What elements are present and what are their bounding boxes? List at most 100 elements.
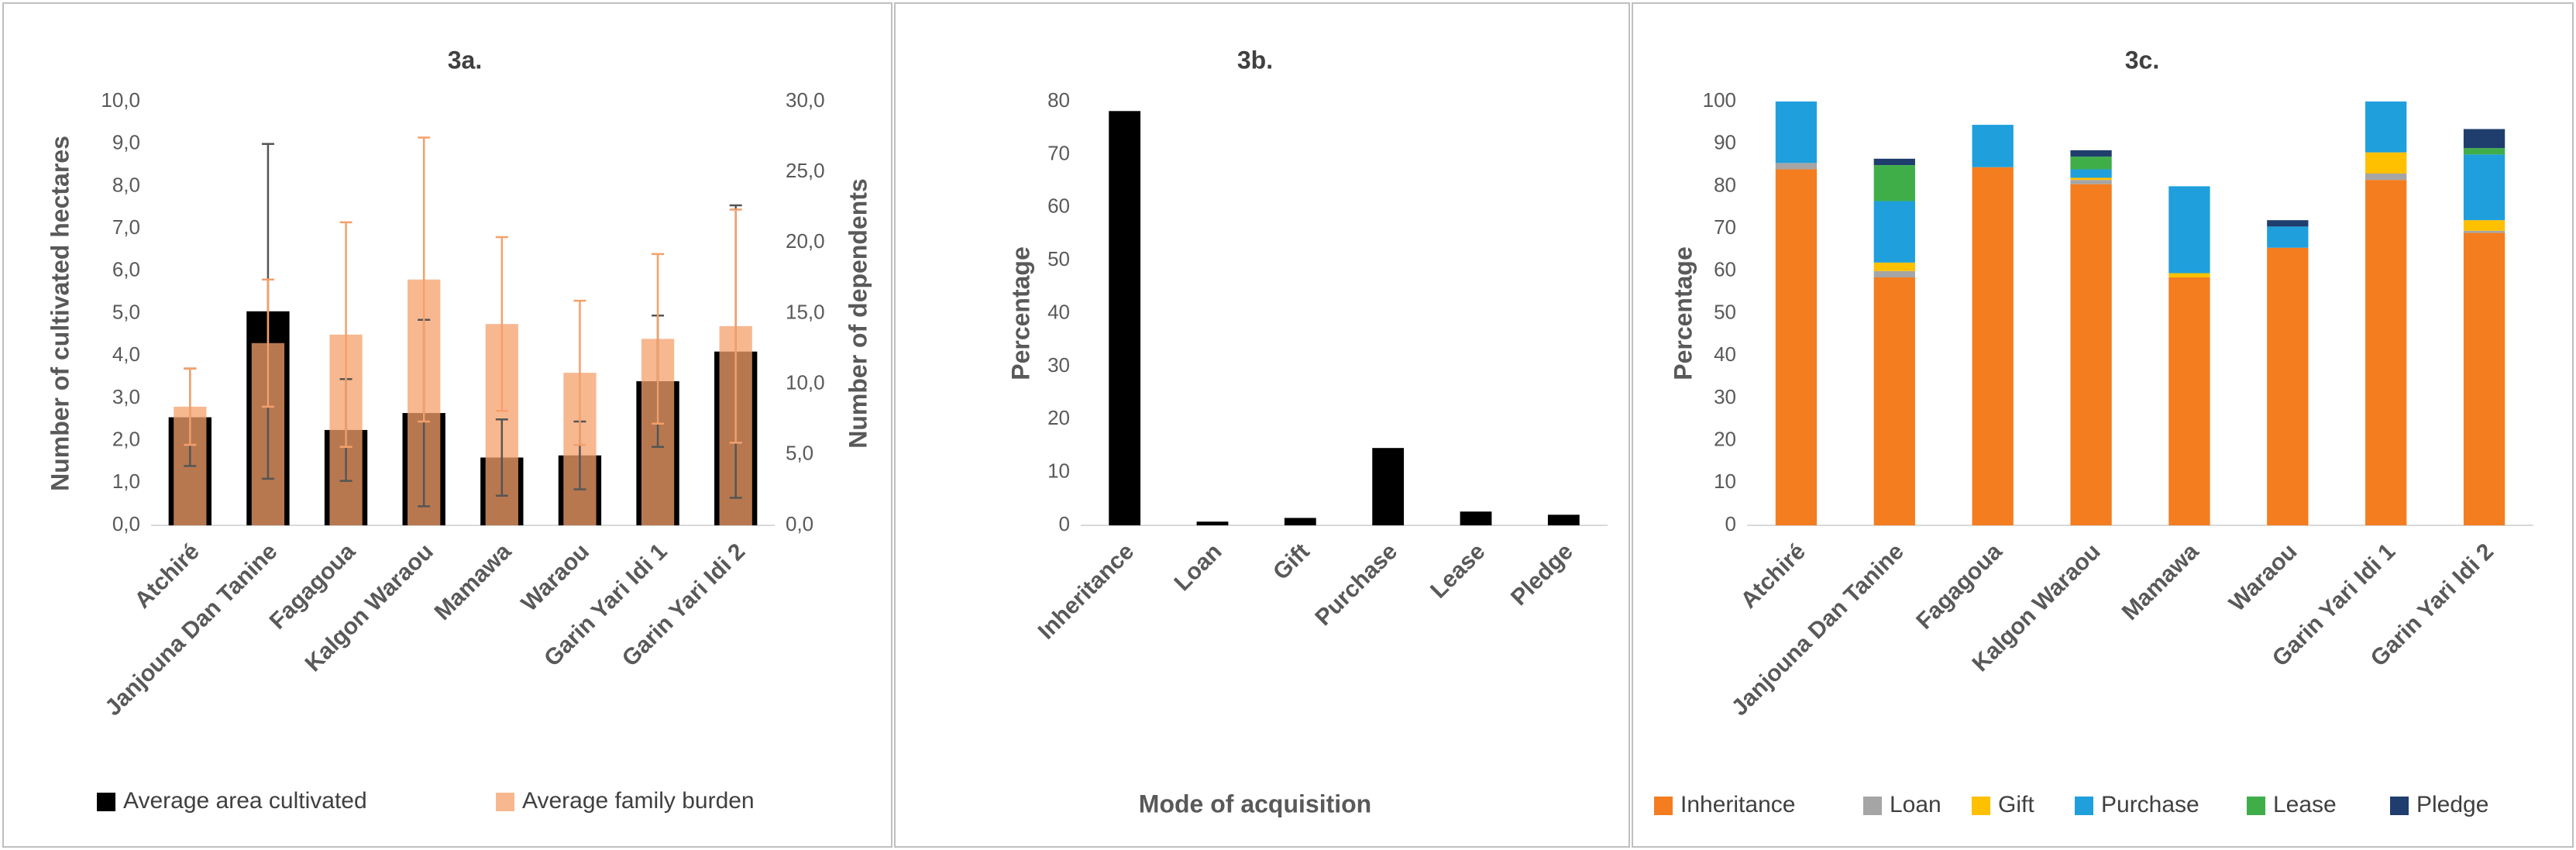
legend-swatch [2075, 797, 2093, 815]
y-tick-label: 60 [1047, 194, 1070, 218]
y-tick-label: 9,0 [112, 131, 140, 154]
bar [1547, 514, 1580, 525]
error-bar [652, 253, 665, 425]
x-tick-label: Fagagoua [1911, 539, 2007, 635]
bar-segment [2463, 129, 2505, 149]
bar-segment [1972, 125, 2014, 167]
y-tick-label: 0 [1725, 512, 1736, 535]
y-tick-label: 30 [1047, 353, 1070, 377]
y-tick-label: 0 [1059, 512, 1070, 535]
bar-segment [2168, 186, 2210, 274]
y-tick-label: 2,0 [112, 427, 140, 450]
bar-segment [1873, 277, 1915, 525]
y-tick-label: 0,0 [112, 512, 140, 535]
y2-tick-label: 0,0 [786, 512, 813, 535]
bar-segment [1873, 201, 1915, 263]
y-axis-title: Number of cultivated hectares [46, 136, 74, 491]
y2-tick-label: 5,0 [786, 442, 813, 465]
bar [1372, 448, 1405, 525]
bar-segment [1775, 169, 1818, 525]
bar-segment [2267, 247, 2309, 525]
error-bar [573, 299, 586, 446]
legend-label: Average family burden [522, 788, 755, 814]
x-tick-label: Janjouna Dan Tanine [1727, 539, 1909, 721]
y-tick-label: 1,0 [112, 470, 140, 493]
bar-segment [1873, 262, 1915, 271]
bar-segment [2070, 184, 2112, 526]
error-bar [339, 221, 353, 449]
y-tick-label: 50 [1047, 247, 1070, 270]
bar [1284, 518, 1316, 525]
x-tick-label: Lease [1426, 539, 1490, 603]
y-tick-label: 100 [1703, 88, 1736, 112]
y-tick-label: 10 [1047, 459, 1070, 483]
panel-frame [2, 2, 892, 848]
bar-segment [2070, 150, 2112, 157]
y-tick-label: 5,0 [112, 300, 140, 323]
legend-label: Gift [1998, 792, 2034, 817]
y2-tick-label: 25,0 [786, 159, 825, 182]
legend-label: Lease [2273, 792, 2337, 817]
legend-swatch [2390, 797, 2409, 815]
bar-segment [1775, 102, 1818, 163]
y-tick-label: 6,0 [112, 258, 140, 281]
y-tick-label: 10 [1714, 470, 1736, 493]
legend-swatch [2247, 797, 2265, 815]
bar-segment [2463, 148, 2505, 155]
y2-tick-label: 20,0 [786, 229, 825, 253]
y-tick-label: 80 [1047, 88, 1070, 112]
legend-swatch [1863, 797, 1882, 815]
error-bar [495, 418, 508, 497]
bar [1196, 521, 1229, 525]
legend-swatch [1972, 797, 1990, 815]
bar [1460, 511, 1492, 525]
x-tick-label: Loan [1170, 539, 1227, 596]
y-tick-label: 20 [1714, 427, 1736, 450]
error-bar [729, 208, 742, 444]
bar-segment [2267, 226, 2309, 248]
y2-tick-label: 30,0 [786, 88, 825, 112]
bar-segment [2463, 220, 2505, 231]
y-tick-label: 10,0 [101, 88, 140, 112]
y-axis-title: Percentage [1006, 246, 1034, 380]
y-tick-label: 80 [1714, 173, 1736, 196]
panel-frame [1632, 2, 2574, 848]
y2-tick-label: 10,0 [786, 371, 825, 394]
bar-segment [2070, 177, 2112, 181]
bar-segment [2365, 173, 2407, 181]
error-bar [418, 136, 431, 423]
y-tick-label: 60 [1714, 258, 1736, 281]
legend-label: Inheritance [1680, 792, 1795, 817]
chart-title: 3b. [1237, 46, 1273, 74]
x-tick-label: Purchase [1310, 539, 1402, 631]
y-tick-label: 30 [1714, 385, 1736, 408]
error-bar [184, 367, 197, 446]
legend-swatch [1654, 797, 1673, 815]
y-tick-label: 40 [1714, 342, 1736, 366]
y-tick-label: 3,0 [112, 385, 140, 408]
bar-segment [1972, 167, 2014, 525]
legend-label: Pledge [2416, 792, 2488, 817]
panel-frame [894, 2, 1630, 848]
bar-segment [1873, 158, 1915, 166]
x-tick-label: Gift [1268, 539, 1315, 585]
y-tick-label: 50 [1714, 300, 1736, 323]
bar-segment [1775, 163, 1818, 170]
bar-segment [2365, 180, 2407, 525]
bar-segment [2463, 154, 2505, 221]
bar-segment [2365, 152, 2407, 174]
x-tick-label: Atchiré [129, 539, 204, 613]
x-tick-label: Atchiré [1736, 539, 1811, 613]
bar-segment [1873, 270, 1915, 278]
y-axis-title: Percentage [1669, 246, 1697, 380]
bar-segment [2168, 273, 2210, 278]
y-tick-label: 7,0 [112, 215, 140, 239]
legend-swatch [97, 793, 115, 811]
y2-tick-label: 15,0 [786, 300, 825, 323]
bar-segment [2168, 277, 2210, 525]
legend-label: Loan [1890, 792, 1941, 817]
x-tick-label: Waraou [517, 539, 594, 616]
bar-segment [2070, 180, 2112, 184]
x-axis-title: Mode of acquisition [1139, 790, 1371, 817]
